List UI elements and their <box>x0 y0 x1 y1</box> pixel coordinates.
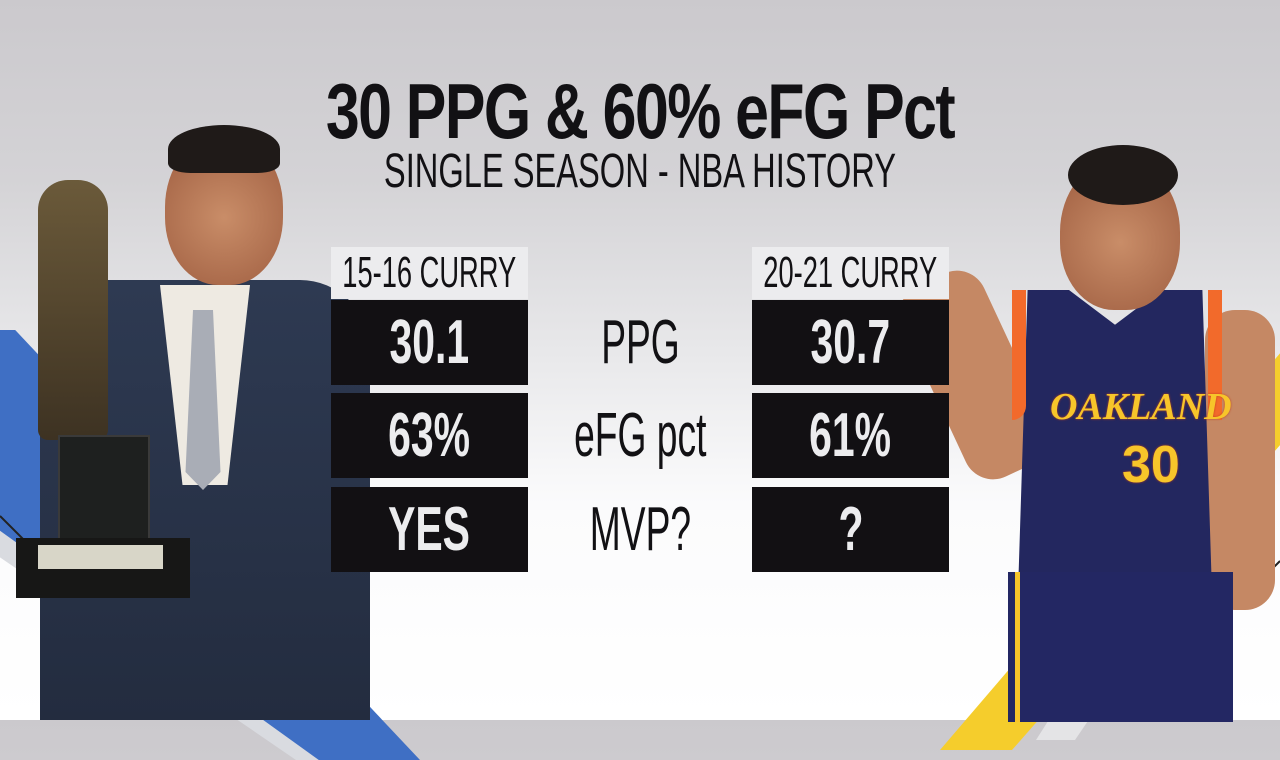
jersey-team-text: OAKLAND <box>1050 386 1232 428</box>
shorts <box>1008 572 1233 722</box>
row-label-text: MVP? <box>589 494 691 564</box>
stat-value: 30.7 <box>810 307 891 377</box>
left-player-photo <box>0 120 380 720</box>
trophy-figure-icon <box>38 180 108 440</box>
stat-value: ? <box>838 494 863 564</box>
jersey-trim-right <box>1208 290 1222 420</box>
trophy-plate <box>38 545 163 569</box>
player-hair <box>1068 145 1178 205</box>
row-label-text: PPG <box>600 307 680 377</box>
jersey-number: 30 <box>1122 436 1180 494</box>
shorts-stripe <box>1015 572 1020 722</box>
graphic-subtitle: SINGLE SEASON - NBA HISTORY <box>383 145 897 198</box>
jersey-trim-left <box>1012 290 1026 420</box>
stat-value: YES <box>388 494 471 564</box>
stat-box-right-efg: 61% <box>752 393 949 478</box>
graphic-title: 30 PPG & 60% eFG Pct <box>325 67 956 155</box>
stat-value: 63% <box>388 400 471 470</box>
stat-box-left-ppg: 30.1 <box>331 300 528 385</box>
right-player-photo: OAKLAND 30 <box>889 140 1280 722</box>
column-header-label: 15-16 CURRY <box>342 248 517 297</box>
stat-value: 61% <box>809 400 892 470</box>
stat-box-right-mvp: ? <box>752 487 949 572</box>
stat-value: 30.1 <box>389 307 470 377</box>
trophy-block <box>58 435 150 544</box>
row-label-mvp: MVP? <box>540 487 740 572</box>
jersey <box>1018 290 1212 580</box>
column-header-right: 20-21 CURRY <box>752 247 949 299</box>
column-header-left: 15-16 CURRY <box>331 247 528 299</box>
graphic-canvas: OAKLAND 30 30 PPG & 60% eFG Pct SINGLE S… <box>0 67 1280 760</box>
player-hair <box>168 125 280 173</box>
stat-box-right-ppg: 30.7 <box>752 300 949 385</box>
row-label-efg: eFG pct <box>540 393 740 478</box>
row-label-ppg: PPG <box>540 300 740 385</box>
row-label-text: eFG pct <box>573 400 707 470</box>
column-header-label: 20-21 CURRY <box>763 248 938 297</box>
stat-box-left-mvp: YES <box>331 487 528 572</box>
stat-box-left-efg: 63% <box>331 393 528 478</box>
